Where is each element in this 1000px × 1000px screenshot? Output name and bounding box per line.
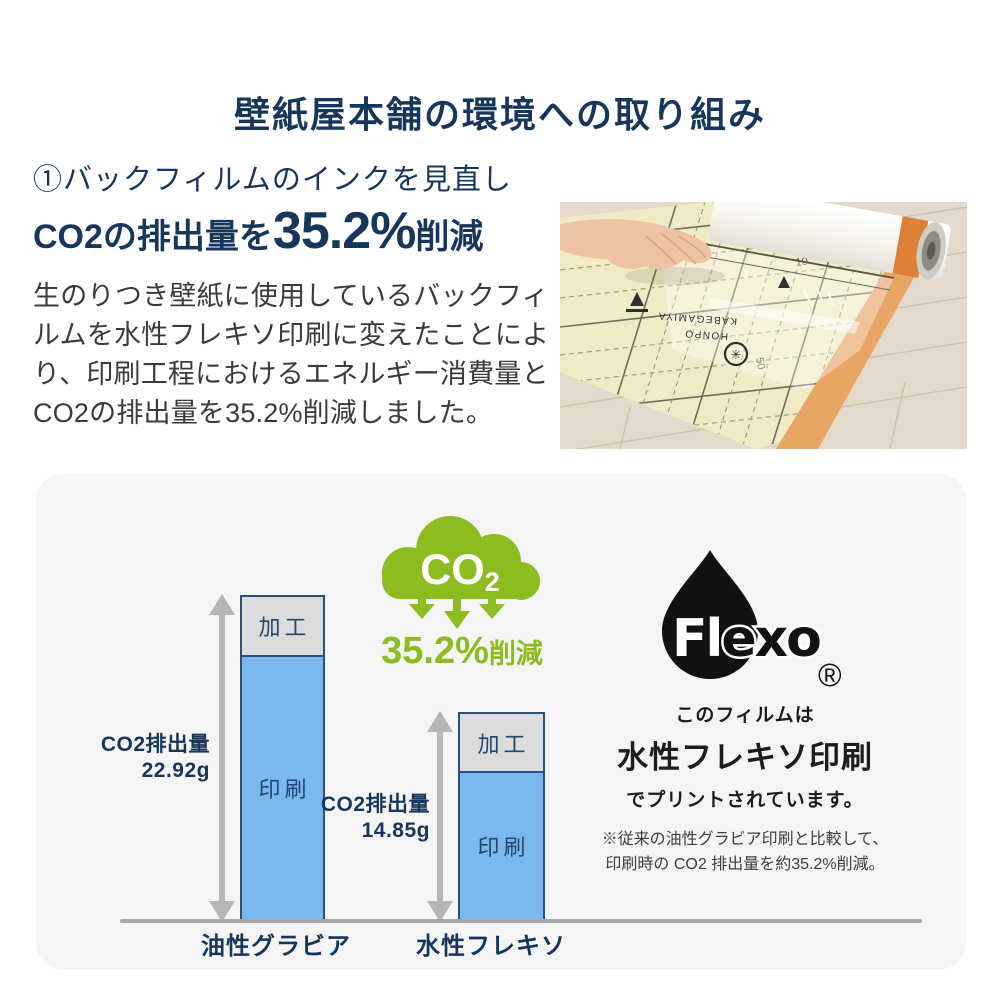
category-water-flexo: 水性フレキソ [416,933,566,960]
product-photo: 10 50 0 ✳ KABEGAMIYA [559,184,968,453]
category-oil-gravure: 油性グラビア [201,933,351,960]
highlight-suffix: 削減 [415,218,484,256]
co2-highlight-line: CO2の排出量を35.2%削減 [33,205,483,257]
section-heading: ①バックフィルムのインクを見直し [33,164,512,196]
bar-oil-gravure: 加工 印刷 [240,595,325,921]
highlight-value: 35.2% [272,202,416,260]
droplet-icon [662,550,758,679]
svg-text:Flexo: Flexo [672,609,820,669]
reduction-value: 35.2% [381,630,489,672]
flexo-fl: Fl [672,609,721,669]
film-text: HONPO [684,327,729,341]
segment-label: 印刷 [477,835,530,860]
cloud-co-text: CO [420,546,485,594]
page-title: 壁紙屋本舗の環境への取り組み [233,94,766,136]
segment-label: 加工 [477,731,530,757]
wallpaper-roll [708,184,951,282]
comparison-card: 加工 印刷 CO2排出量 22.92g CO2 35. [36,474,966,969]
bar-segment-printing: 印刷 [460,773,543,919]
flexo-exo: exo [721,609,820,669]
segment-label: 印刷 [258,777,311,802]
value-label-title: CO2排出量 [100,733,210,756]
film-flexo-mark-icon [778,276,790,288]
registered-mark: ® [818,657,842,693]
value-label-title: CO2排出量 [320,793,430,816]
flexo-caption-main: 水性フレキソ印刷 [617,740,873,775]
film-sparkle [803,285,835,307]
flexo-note-line1: ※従来の油性グラビア印刷と比較して、 [601,831,889,848]
intro-body-text: 生のりつき壁紙に使用しているバックフィルムを水性フレキソ印刷に変えたことにより、… [33,281,550,428]
measure-arrow-left [209,594,235,922]
small-flexo-mark-icon [630,292,644,306]
asterisk-mark-icon [723,341,749,367]
bar-segment-processing: 加工 [242,597,323,657]
value-label-water: CO2排出量 14.85g [286,792,430,844]
reduction-suffix: 削減 [488,639,543,669]
finger-lines [645,233,707,265]
value-label-amount: 22.92g [141,759,210,782]
value-label-oil: CO2排出量 22.92g [66,732,210,784]
film-highlight [708,298,860,334]
co2-cloud-icon: CO2 [382,516,540,629]
bar-water-flexo: 加工 印刷 [458,712,545,921]
flexo-caption-block: このフィルムは 水性フレキソ印刷 でプリントされています。 ※従来の油性グラビア… [600,700,890,877]
bar-segment-printing: 印刷 [242,657,323,919]
measure-arrow-right [427,711,453,922]
reduction-label: 35.2%削減 [366,632,558,670]
flexo-caption-top: このフィルムは [675,705,815,726]
flexo-logo: Flexo ® [662,550,842,693]
chart-baseline [120,919,922,923]
svg-text:CO2: CO2 [420,546,500,597]
flexo-caption-bottom: でプリントされています。 [626,790,864,811]
flexo-notes: ※従来の油性グラビア印刷と比較して、 印刷時の CO2 排出量を約35.2%削減… [600,827,890,877]
asterisk-glyph: ✳ [731,347,742,362]
hand [560,219,712,270]
bar-segment-processing: 加工 [460,714,543,773]
segment-label: 加工 [258,615,311,640]
sheet-orange-edge [776,256,916,449]
flexo-note-line2: 印刷時の CO2 排出量を約35.2%削減。 [605,856,885,873]
product-photo-illustration: 10 50 0 ✳ KABEGAMIYA [559,184,968,453]
cloud-sub-2: 2 [485,567,500,597]
value-label-amount: 14.85g [361,819,430,842]
highlight-prefix: CO2の排出量を [33,218,273,256]
hand-shadow [625,267,725,285]
grid-number: 50 [753,356,767,370]
